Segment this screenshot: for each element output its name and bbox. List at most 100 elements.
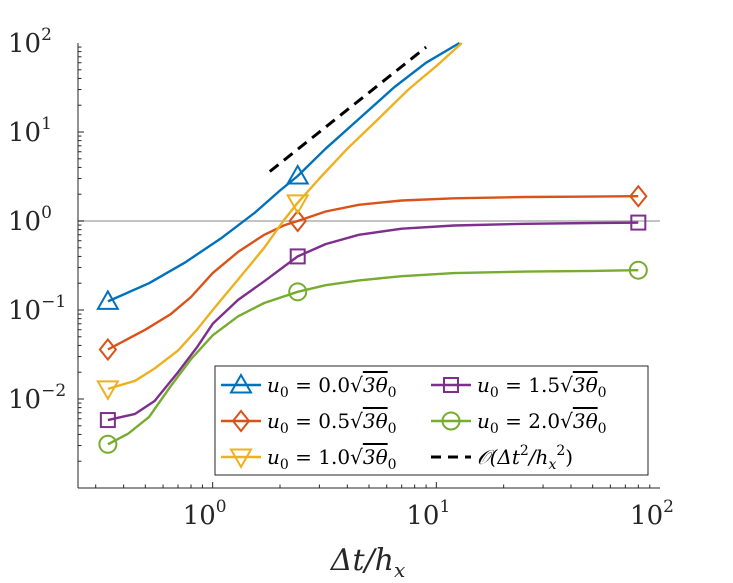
legend-var-sub: 0 [490,385,499,401]
y-tick-exponent: 0 [41,203,52,223]
legend-var: u [477,409,490,433]
legend-eq: = 0.0 [289,373,350,397]
legend-sup: 2 [520,443,529,459]
legend-sup2: 2 [556,443,565,459]
legend-var: u [477,373,490,397]
y-tick-label: 10−1 [8,292,66,326]
series-line-5 [268,45,428,173]
series-line-1 [107,195,639,351]
y-tick-exponent: −1 [41,292,66,312]
legend-radicand-sub: 0 [388,385,397,401]
x-axis-label-sub: x [394,558,405,582]
legend-swatch-marker [229,448,253,470]
axes [77,43,660,489]
y-tick-label: 10−2 [8,381,66,415]
legend-entry-1: u0 = 0.5√3θ0 [221,409,397,437]
legend-eq: = 2.0 [499,409,560,433]
legend-var-sub: 0 [280,385,289,401]
legend-radicand: 3θ [363,409,388,433]
legend-sqrt: √ [350,445,363,469]
x-axis-label-main: Δt/h [330,543,394,578]
legend-entry-5: 𝒪(Δt2/hx2) [431,443,573,473]
data-point-marker [99,412,116,429]
legend-eq: = 0.5 [289,409,350,433]
y-tick-exponent: 2 [41,25,52,45]
legend-radicand: 3θ [363,373,388,397]
x-tick-exponent: 2 [663,497,674,517]
legend-var: u [267,373,280,397]
x-axis-label: Δt/hx [330,543,405,582]
series-line-4 [107,269,639,446]
legend-entry-2: u0 = 1.0√3θ0 [221,445,397,473]
series-4 [98,260,648,454]
data-point-marker [98,434,118,454]
legend-swatch-marker [229,372,253,394]
data-point-marker [285,164,310,185]
data-point-marker [98,337,118,362]
legend-label: u0 = 2.0√3θ0 [477,409,607,437]
series-line-2 [107,42,463,391]
y-tick-base: 10 [8,385,41,415]
data-point-marker [96,289,120,310]
series-line-0 [107,41,461,303]
x-tick-exponent: 1 [439,497,450,517]
data-point-marker [285,194,310,215]
data-point-marker [288,209,307,233]
x-tick-label: 102 [630,497,674,531]
series-line-3 [107,221,639,422]
series-0 [96,41,461,310]
legend-sqrt: √ [350,373,363,397]
x-tick-base: 10 [406,501,439,531]
y-tick-base: 10 [8,29,41,59]
legend-entry-4: u0 = 2.0√3θ0 [431,409,607,437]
data-point-marker [629,184,648,208]
legend-sqrt: √ [560,409,573,433]
legend-var-sub: 0 [280,457,289,473]
legend-radicand-sub: 0 [598,385,607,401]
x-tick-exponent: 0 [216,497,227,517]
series-layer [96,41,648,454]
legend-end: ) [565,445,573,469]
legend-sqrt: √ [560,373,573,397]
legend-swatch-marker [441,411,461,431]
legend-entry-0: u0 = 0.0√3θ0 [221,372,397,401]
legend-radicand: 3θ [363,445,388,469]
y-tick-exponent: 1 [41,114,52,134]
data-point-marker [96,380,120,401]
data-point-marker [288,282,308,302]
series-2 [96,42,463,401]
y-tick-base: 10 [8,207,41,237]
legend-radicand-sub: 0 [598,421,607,437]
y-tick-label: 101 [8,114,52,148]
x-tick-label: 100 [183,497,227,531]
legend-radicand-sub: 0 [388,421,397,437]
legend-order: 𝒪(Δt [477,445,521,469]
legend-label: u0 = 0.5√3θ0 [267,409,397,437]
legend-eq: = 1.5 [499,373,560,397]
legend-swatch-marker [443,377,459,393]
legend-label: u0 = 0.0√3θ0 [267,373,397,401]
series-1 [98,184,648,362]
legend-swatch-marker [231,409,251,433]
y-tick-exponent: −2 [41,381,66,401]
legend-var-sub: 0 [280,421,289,437]
legend-label: u0 = 1.5√3θ0 [477,373,607,401]
y-tick-base: 10 [8,118,41,148]
legend-sqrt: √ [350,409,363,433]
y-tick-label: 102 [8,25,52,59]
data-point-marker [628,260,648,280]
x-tick-base: 10 [183,501,216,531]
data-point-marker [630,214,647,231]
y-tick-base: 10 [8,296,41,326]
legend-eq: = 1.0 [289,445,350,469]
legend-radicand: 3θ [573,409,598,433]
legend-radicand-sub: 0 [388,457,397,473]
legend-var: u [267,445,280,469]
x-tick-base: 10 [630,501,663,531]
legend-mid: /h [527,445,549,469]
legend-var: u [267,409,280,433]
series-3 [99,214,647,429]
legend-sub: x [548,457,556,473]
